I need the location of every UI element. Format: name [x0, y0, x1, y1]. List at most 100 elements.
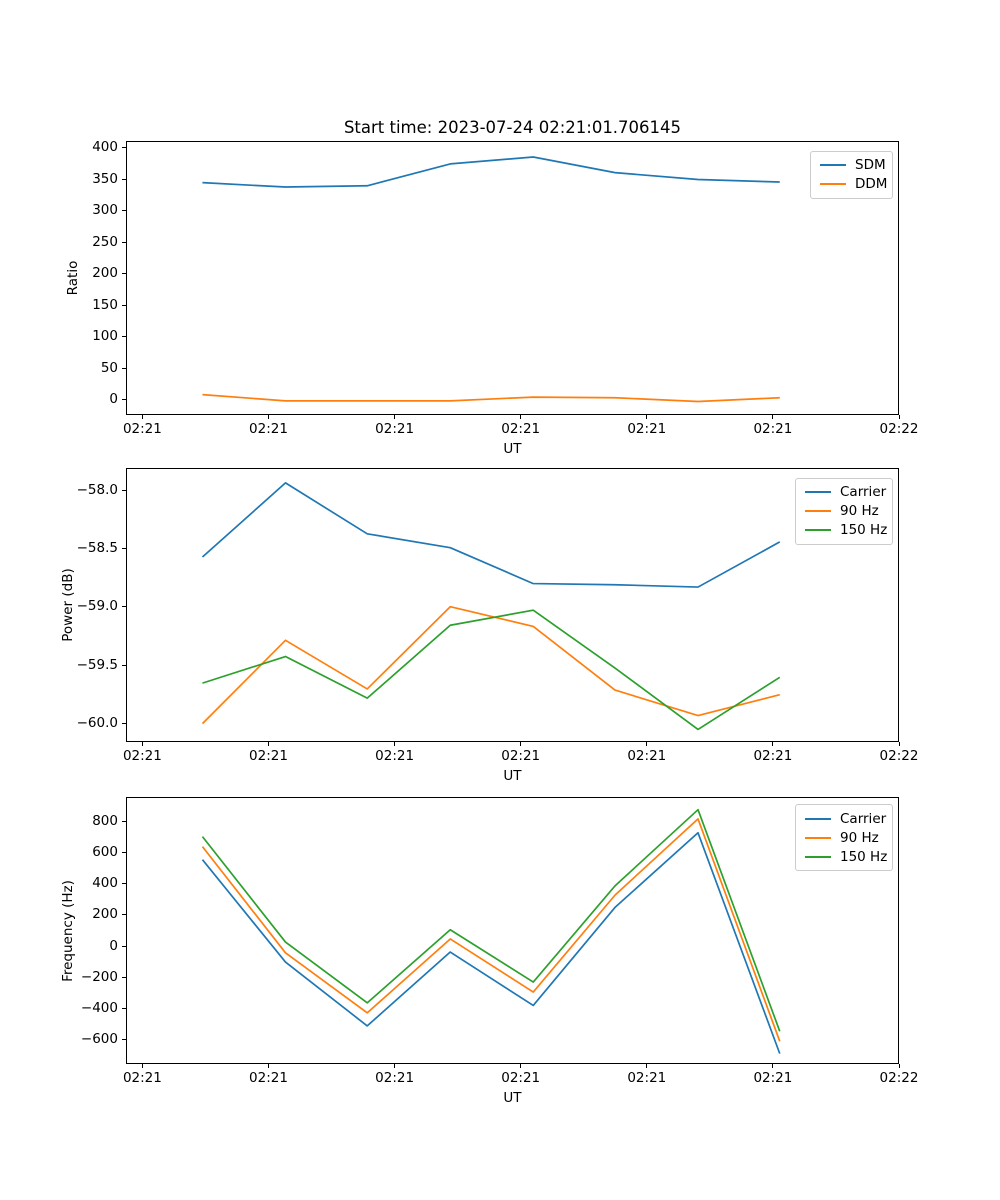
150-hz-legend-swatch: [805, 855, 831, 858]
x-tick-label: 02:21: [753, 421, 793, 437]
y-tick-label: 150: [92, 296, 118, 313]
x-tick-label: 02:21: [501, 748, 541, 764]
y-tick: [122, 1007, 126, 1009]
y-tick: [122, 489, 126, 491]
power-plot: [126, 468, 899, 742]
legend-row: DDM: [820, 175, 887, 194]
y-tick: [122, 821, 126, 823]
y-tick-label: 100: [92, 328, 118, 345]
y-tick-label: 600: [92, 844, 118, 861]
x-tick: [141, 742, 143, 746]
y-tick-label: 800: [92, 813, 118, 830]
y-tick-label: −59.5: [76, 656, 118, 673]
y-tick-label: 400: [92, 139, 118, 156]
x-tick: [898, 1064, 900, 1068]
x-tick-label: 02:21: [753, 1070, 793, 1086]
legend-label: DDM: [855, 176, 888, 192]
x-tick: [520, 742, 522, 746]
x-tick-label: 02:21: [122, 748, 162, 764]
x-tick-label: 02:21: [249, 421, 288, 437]
y-tick-label: −58.5: [76, 539, 118, 556]
y-tick-label: −600: [80, 1030, 118, 1047]
x-tick: [772, 1064, 774, 1068]
x-tick-label: 02:22: [879, 748, 919, 764]
x-tick: [394, 415, 396, 419]
x-tick-label: 02:21: [753, 748, 793, 764]
legend-row: SDM: [820, 156, 886, 175]
sdm-legend-swatch: [820, 164, 846, 166]
y-tick-label: 0: [109, 391, 118, 408]
y-tick-label: −60.0: [76, 714, 118, 731]
sdm-line: [202, 156, 780, 188]
y-tick-label: −58.0: [76, 481, 118, 498]
x-tick-label: 02:21: [375, 1070, 415, 1086]
legend: Carrier 90 Hz 150 Hz: [795, 477, 893, 545]
y-tick: [122, 178, 126, 180]
ddm-line: [202, 393, 780, 403]
x-tick: [267, 415, 269, 419]
y-tick: [122, 914, 126, 916]
x-tick: [520, 415, 522, 419]
legend-row: 150 Hz: [805, 847, 887, 866]
y-tick-label: 300: [92, 202, 118, 219]
y-tick: [122, 241, 126, 243]
y-tick: [122, 336, 126, 338]
90-hz-line: [201, 605, 780, 725]
x-tick: [646, 415, 648, 419]
y-tick-label: 0: [109, 937, 118, 954]
figure-title: Start time: 2023-07-24 02:21:01.706145: [343, 118, 682, 137]
legend-label: 90 Hz: [840, 829, 879, 846]
y-tick-label: −400: [80, 999, 118, 1016]
90-hz-legend-swatch: [805, 836, 831, 839]
x-tick-label: 02:21: [122, 421, 162, 437]
legend-row: Carrier: [805, 809, 886, 828]
y-tick: [122, 399, 126, 401]
legend-label: SDM: [855, 157, 886, 173]
x-tick-label: 02:21: [627, 1070, 667, 1086]
150-hz-line: [202, 609, 781, 731]
legend: Carrier 90 Hz 150 Hz: [795, 804, 893, 871]
ddm-legend-swatch: [820, 183, 846, 185]
x-tick-label: 02:21: [627, 748, 667, 764]
y-tick: [122, 722, 126, 724]
y-axis-label: Frequency (Hz): [60, 879, 76, 982]
x-tick-label: 02:21: [122, 1070, 162, 1086]
x-tick: [267, 742, 269, 746]
y-axis-label: Ratio: [65, 260, 81, 296]
legend-row: 150 Hz: [805, 521, 887, 540]
y-tick: [122, 883, 126, 885]
150-hz-legend-swatch: [805, 529, 831, 531]
ratio-plot: [126, 141, 899, 415]
y-tick-label: 350: [92, 170, 118, 187]
x-tick-label: 02:21: [501, 421, 541, 437]
legend-label: Carrier: [840, 484, 887, 500]
150-hz-line: [201, 808, 781, 1032]
x-tick-label: 02:21: [249, 748, 288, 764]
legend-label: 90 Hz: [840, 503, 879, 519]
carrier-legend-swatch: [805, 491, 831, 493]
x-tick-label: 02:21: [501, 1070, 541, 1086]
y-tick: [122, 547, 126, 549]
x-tick-label: 02:22: [879, 1070, 919, 1086]
y-tick-label: 50: [100, 359, 118, 376]
x-tick-label: 02:21: [627, 421, 667, 437]
x-tick: [141, 1064, 143, 1068]
x-tick: [772, 415, 774, 419]
x-tick: [898, 415, 900, 419]
y-tick: [122, 147, 126, 149]
legend-label: 150 Hz: [840, 522, 888, 538]
legend: SDM DDM: [810, 150, 893, 199]
y-tick: [122, 852, 126, 854]
x-axis-label: UT: [503, 768, 522, 784]
legend-row: Carrier: [805, 483, 887, 502]
y-tick: [122, 367, 126, 369]
y-tick: [122, 606, 126, 608]
y-axis-label: Power (dB): [60, 568, 76, 642]
x-tick: [394, 1064, 396, 1068]
x-tick: [520, 1064, 522, 1068]
y-tick: [122, 210, 126, 212]
frequency-plot: [126, 797, 899, 1064]
y-tick-label: −200: [80, 968, 118, 985]
y-tick: [122, 304, 126, 306]
